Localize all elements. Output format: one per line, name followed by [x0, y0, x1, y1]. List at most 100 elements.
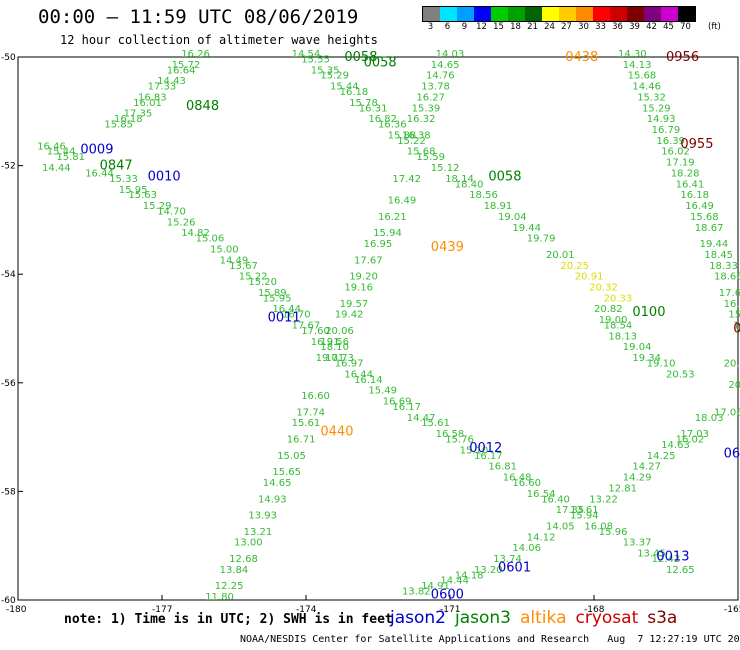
wave-height-label: 16.26 [181, 49, 210, 60]
wave-height-label: 17.67 [292, 321, 321, 332]
wave-height-label: 16.49 [685, 201, 714, 212]
wave-height-label: 18.03 [695, 413, 724, 424]
wave-height-label: 20.01 [546, 250, 575, 261]
wave-height-label: 20.82 [594, 304, 623, 315]
wave-height-label: 17.42 [392, 174, 421, 185]
wave-height-label: 15.72 [172, 60, 201, 71]
wave-height-label: 15.94 [373, 228, 402, 239]
wave-height-label: 17.74 [296, 407, 325, 418]
wave-height-label: 18.54 [604, 321, 633, 332]
wave-height-label: 14.65 [431, 60, 460, 71]
wave-height-label: 19.00 [599, 315, 628, 326]
wave-height-label: 19.44 [700, 239, 729, 250]
pass-time-label: 0440 [320, 425, 353, 440]
wave-height-label: 13.20 [474, 565, 503, 576]
pass-time-label: 0955 [680, 137, 713, 152]
x-tick-label: -165 [724, 605, 740, 615]
x-tick-label: -168 [584, 605, 605, 615]
x-tick-label: -177 [152, 605, 172, 615]
wave-height-label: 15.44 [330, 82, 359, 93]
wave-height-label: 19.42 [335, 310, 364, 321]
pass-time-label: 0438 [565, 50, 598, 65]
wave-height-label: 19.44 [512, 223, 541, 234]
wave-height-label: 15.85 [104, 120, 133, 131]
colorbar-swatch [678, 7, 695, 21]
wave-height-label: 16.91 [311, 337, 340, 348]
wave-height-label: 16.71 [287, 435, 316, 446]
pass-time-label: 0601 [498, 560, 531, 575]
wave-height-label: 20.33 [604, 293, 633, 304]
wave-height-label: 16.17 [392, 402, 421, 413]
wave-height-label: 16.54 [527, 489, 556, 500]
legend-entry: s3a [647, 608, 678, 628]
wave-height-label: 20.25 [560, 261, 589, 272]
wave-height-label: 17.69 [719, 288, 740, 299]
wave-height-label: 16.40 [541, 494, 570, 505]
wave-height-label: 16.02 [661, 147, 690, 158]
legend-entry: jason3 [455, 608, 511, 628]
wave-height-label: 13.45 [637, 549, 666, 560]
wave-height-label: 16.44 [272, 304, 301, 315]
wave-height-label: 16.46 [37, 141, 66, 152]
colorbar-swatch [440, 7, 457, 21]
wave-height-label: 15.49 [368, 386, 397, 397]
wave-height-label: 20.53 [666, 369, 695, 380]
wave-height-label: 14.93 [258, 494, 287, 505]
wave-height-label: 14.91 [421, 581, 450, 592]
wave-height-label: 15.20 [248, 277, 277, 288]
wave-height-label: 14.25 [647, 451, 676, 462]
axis-ticks: -180 -177 -174 -171 -168 -165 -50 -52 -54 -56 -58 -… [1, 53, 740, 615]
wave-height-label: 17.60 [301, 326, 330, 337]
colorbar-label: 39 [629, 22, 640, 32]
wave-height-label: 16.38 [402, 130, 431, 141]
wave-height-label: 12.68 [229, 554, 258, 565]
wave-height-label: 16.69 [383, 397, 412, 408]
colorbar-swatch [627, 7, 644, 21]
wave-height-label: 15.29 [642, 103, 671, 114]
wave-height-label: 15.81 [56, 152, 85, 163]
wave-height-label: 14.18 [455, 570, 484, 581]
wave-height-label: 13.22 [589, 494, 618, 505]
wave-height-label: 19.20 [349, 272, 378, 283]
wave-height-label: 19.01 [316, 353, 345, 364]
wave-height-label: 14.03 [436, 49, 465, 60]
wave-height-label: 15.22 [397, 136, 426, 147]
x-tick-label: -171 [440, 605, 460, 615]
wave-height-label: 16.21 [378, 212, 407, 223]
wave-height-label: 17.67 [354, 255, 383, 266]
wave-height-label: 15.26 [167, 217, 196, 228]
wave-height-label: 13.84 [220, 565, 249, 576]
colorbar [422, 6, 696, 22]
colorbar-swatch [423, 7, 440, 21]
wave-height-label: 14.46 [632, 82, 661, 93]
satellite-legend: jason2 jason3 altika cryosat s3a [390, 608, 686, 628]
colorbar-label: 3 [427, 22, 434, 32]
colorbar-label: 6 [444, 22, 451, 32]
wave-height-label: 18.67 [695, 223, 724, 234]
wave-height-label: 15.76 [445, 435, 474, 446]
pass-time-label: 0058 [364, 55, 397, 70]
colorbar-swatch [525, 7, 542, 21]
wave-height-label: 16.79 [652, 125, 681, 136]
wave-height-label: 17.35 [556, 505, 585, 516]
pass-time-label: 0011 [268, 311, 301, 326]
map-title: 00:00 – 11:59 UTC 08/06/2019 [38, 6, 359, 28]
wave-height-label: 16.49 [388, 196, 417, 207]
wave-height-label: 15.55 [301, 54, 330, 65]
wave-height-label: 15.61 [292, 418, 321, 429]
wave-height-label: 15.61 [421, 418, 450, 429]
colorbar-label: 24 [544, 22, 555, 32]
wave-height-label: 17.33 [148, 82, 177, 93]
y-tick-label: -60 [1, 596, 16, 606]
pass-time-label: 0956 [666, 50, 699, 65]
colorbar-unit: (ft) [708, 22, 721, 32]
y-tick-label: -58 [1, 487, 16, 497]
colorbar-swatch [542, 7, 559, 21]
pass-time-label: 0847 [100, 159, 133, 174]
wave-height-label: 16.44 [344, 369, 373, 380]
wave-height-label: 16.41 [676, 179, 705, 190]
wave-height-label: 14.76 [426, 71, 455, 82]
wave-height-label: 16.64 [167, 65, 196, 76]
wave-height-label: 19.57 [340, 299, 369, 310]
pass-time-label: 0010 [148, 169, 181, 184]
